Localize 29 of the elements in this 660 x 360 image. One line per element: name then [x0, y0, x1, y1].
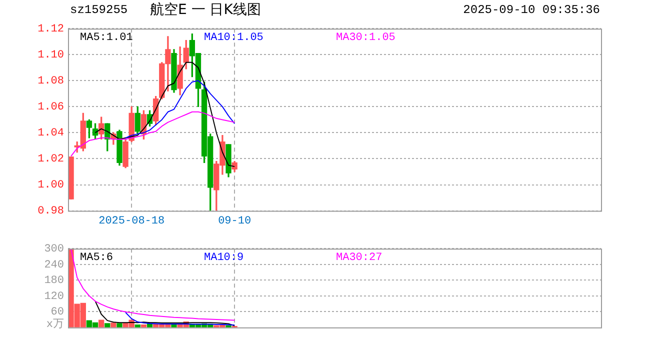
- y-tick-label: 1.00: [38, 180, 64, 192]
- y-tick-label: 1.06: [38, 102, 64, 114]
- text: MA10:9: [204, 252, 244, 264]
- y-tick-label: 240: [44, 259, 64, 272]
- text: MA30:27: [336, 252, 382, 264]
- text: MA30:1.05: [336, 32, 396, 44]
- y-tick-label: 0.98: [38, 206, 64, 218]
- x-tick-label: 2025-08-18: [98, 215, 165, 228]
- text: sz159255: [70, 3, 128, 17]
- chart-title: 航空E 一 日K线图: [150, 1, 261, 19]
- bar: [98, 320, 104, 328]
- y-tick-label: 60: [50, 306, 64, 319]
- y-tick-label: 180: [44, 275, 64, 288]
- y-tick-label: 1.02: [38, 154, 64, 166]
- y-tick-label: 1.08: [38, 76, 64, 88]
- y-tick-label: 120: [44, 290, 64, 303]
- y-tick-label: 1.12: [38, 24, 64, 36]
- x-tick-label: 09-10: [218, 215, 252, 228]
- y-axis-title: x万: [46, 318, 64, 331]
- text: MA10:1.05: [204, 32, 264, 44]
- bar: [116, 323, 122, 328]
- text: 2025-09-10 09:35:36: [463, 3, 600, 17]
- text: MA5:6: [80, 252, 114, 264]
- bar: [110, 322, 116, 328]
- y-tick-label: 300: [44, 244, 64, 256]
- text: MA5:1.01: [80, 32, 134, 44]
- y-tick-label: 1.04: [38, 128, 64, 140]
- y-tick-label: 1.10: [38, 50, 64, 62]
- bar: [104, 323, 110, 328]
